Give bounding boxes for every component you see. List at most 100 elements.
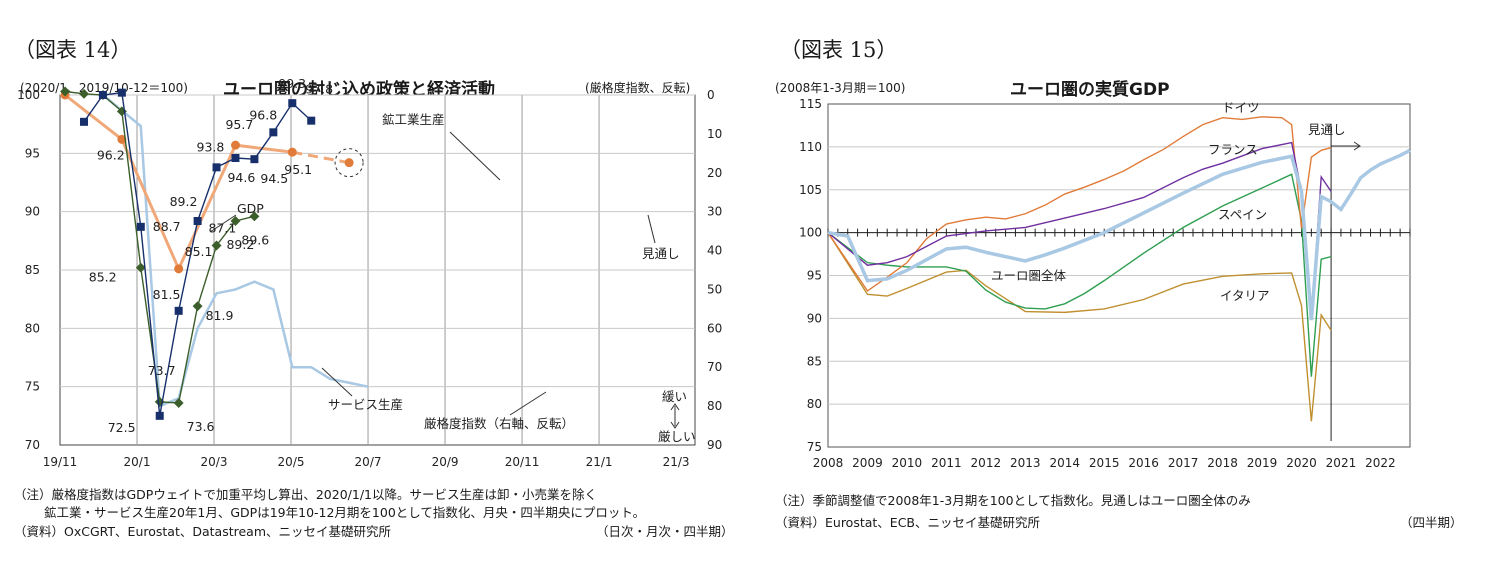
strict-label: 厳しい [658,429,696,444]
x-tick-label: 20/7 [355,455,382,469]
x-tick-label: 2018 [1207,456,1238,470]
y-right-tick-label: 60 [707,321,722,335]
x-tick-label: 20/11 [505,455,540,469]
x-tick-label: 20/9 [432,455,459,469]
x-tick-label: 2021 [1326,456,1357,470]
forecast-label: 見通し [642,246,680,261]
x-tick-label: 2010 [892,456,923,470]
forecast-circle [334,148,364,178]
gdp-point [287,147,297,157]
spain-line [827,173,1332,377]
services-leader-line [321,367,353,397]
industry-point [269,128,278,137]
industry-label: 88.7 [153,219,181,234]
industry-label: 81.5 [153,287,181,302]
y-tick-label: 115 [799,97,822,111]
italy-label: イタリア [1220,288,1270,303]
services-point [249,211,260,222]
loose-strict-arrowheads [670,403,680,429]
gdp-label: 95.1 [284,162,312,177]
left-chart: 19/11 20/1 20/3 20/5 20/7 20/9 20/11 21/1 21/3 70… [17,76,722,469]
stringency-line [102,94,369,408]
industry-label: 89.2 [170,194,198,209]
right-note-line1: （注）季節調整値で2008年1-3月期を100として指数化。見通しはユーロ圏全体… [775,493,1251,508]
gdp-series-label: GDP [237,201,264,216]
y-left-tick-label: 80 [25,321,40,335]
y-right-tick-label: 10 [707,127,722,141]
industry-point [231,154,240,162]
x-tick-label: 21/1 [586,455,613,469]
x-tick-label: 19/11 [43,455,78,469]
industry-label: 96.8 [249,107,277,122]
y-right-tick-label: 70 [707,360,722,374]
industry-point [155,411,164,420]
services-point [192,301,203,312]
y-right-tick-label: 30 [707,205,722,219]
gdp-label: 96.2 [97,147,125,162]
stringency-series-label: 厳格度指数（右軸、反転） [424,416,574,431]
gdp-point [230,140,240,150]
y-left-tick-label: 100 [17,88,40,102]
x-tick-label: 21/3 [663,455,690,469]
y-right-tick-label: 0 [707,88,715,102]
y-tick-label: 110 [799,140,822,154]
services-point [79,88,89,99]
gdp-point [174,264,184,274]
services-label: 73.7 [148,363,176,378]
services-label: 89.2 [226,237,254,252]
x-tick-label: 2020 [1286,456,1317,470]
left-frequency: （日次・月次・四半期） [596,524,734,539]
services-label: 89.6 [241,232,269,247]
forecast-arrowhead [1353,141,1361,151]
x-tick-label: 2016 [1128,456,1159,470]
y-right-tick-label: 50 [707,282,722,296]
left-source: （資料）OxCGRT、Eurostat、Datastream、ニッセイ基礎研究所 [14,524,392,539]
x-tick-label: 2017 [1168,456,1199,470]
y-right-tick-label: 80 [707,399,722,413]
gdp-forecast-line [292,150,350,165]
y-left-tick-label: 95 [25,146,40,160]
gdp-leader-line [209,214,237,233]
y-tick-label: 105 [799,183,822,197]
left-title-suffix: (厳格度指数、反転) [585,81,691,95]
industry-point [98,91,107,99]
stringency-leader-line [509,391,547,416]
right-base-note: (2008年1-3月期＝100) [775,81,906,95]
industry-point [212,163,221,172]
services-point [135,262,146,273]
x-tick-label: 2013 [1010,456,1041,470]
industry-point [307,116,316,125]
eurozone-line [827,148,1411,321]
germany-line [827,116,1332,292]
industry-label: 93.8 [197,139,225,154]
y-tick-label: 85 [807,354,822,368]
industry-point [193,217,202,225]
x-tick-label: 2022 [1365,456,1396,470]
left-note-line2: 鉱工業・サービス生産20年1月、GDPは19年10-12月期を100として指数化… [44,505,646,520]
services-point [173,398,184,408]
y-tick-label: 80 [807,397,822,411]
x-tick-label: 2011 [931,456,962,470]
eurozone-label: ユーロ圏全体 [991,268,1067,283]
industry-series-label: 鉱工業生産 [382,112,445,127]
y-right-tick-label: 40 [707,244,722,258]
industry-label: 94.6 [227,170,255,185]
x-tick-label: 2015 [1089,456,1120,470]
loose-label: 緩い [662,389,687,404]
y-left-tick-label: 70 [25,438,40,452]
industry-point [174,306,183,315]
y-tick-label: 100 [799,226,822,240]
services-label: 85.2 [89,270,117,285]
services-label: 73.6 [187,419,215,434]
x-tick-label: 2012 [971,456,1002,470]
services-label: 87.1 [209,221,237,236]
industry-label: 72.5 [108,420,136,435]
y-left-tick-label: 85 [25,263,40,277]
industry-label: 99.3 [278,76,306,91]
forecast-label: 見通し [1308,122,1346,137]
industry-point [136,222,145,231]
services-point [211,240,222,251]
right-frequency: （四半期） [1400,515,1463,530]
industry-label: 94.5 [260,171,288,186]
left-note-line1: （注）厳格度指数はGDPウェイトで加重平均し算出、2020/1/1以降。サービス… [14,487,597,502]
